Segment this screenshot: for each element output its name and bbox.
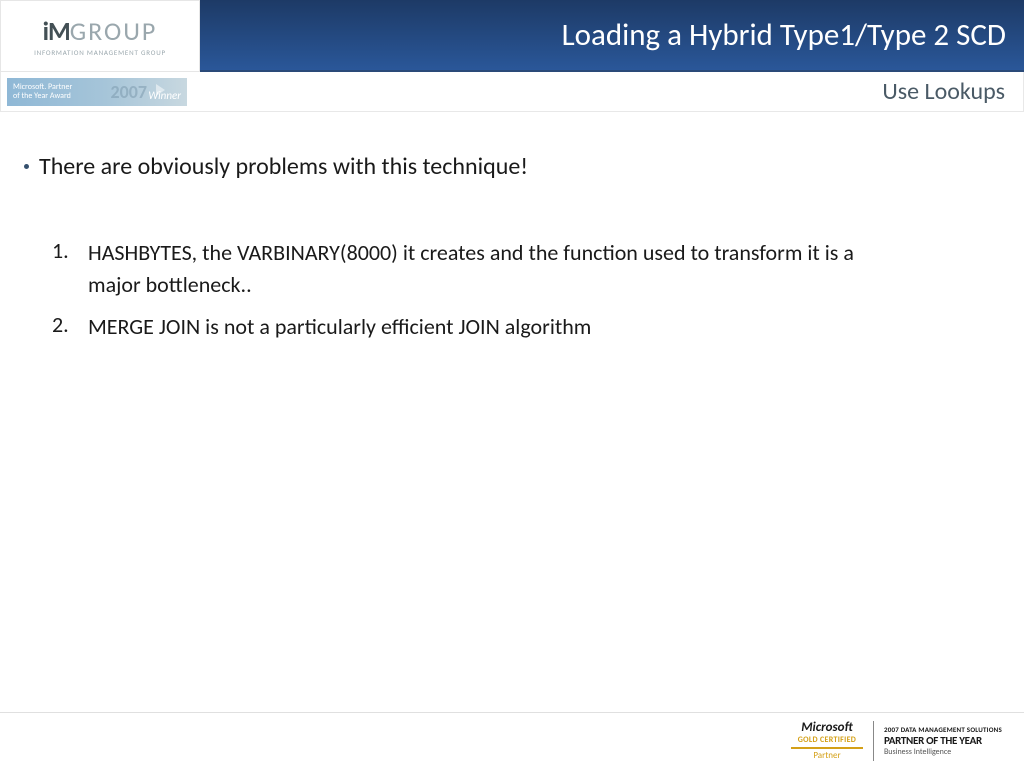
slide-subtitle: Use Lookups <box>882 77 1005 106</box>
logo-suffix: GROUP <box>70 15 158 47</box>
ms-certified-badge: Microsoft GOLD CERTIFIED Partner <box>781 716 873 765</box>
poy-title: PARTNER OF THE YEAR <box>884 734 1002 747</box>
gold-certified-label: GOLD CERTIFIED <box>798 735 856 745</box>
slide-content: There are obviously problems with this t… <box>0 112 1024 343</box>
logo-subtitle: INFORMATION MANAGEMENT GROUP <box>34 48 166 57</box>
badge-year: 2007 <box>111 81 148 103</box>
badge-winner: Winner <box>148 89 181 102</box>
microsoft-logo: Microsoft <box>801 720 853 735</box>
logo-cell: iMGROUP INFORMATION MANAGEMENT GROUP <box>0 0 200 72</box>
badge-text: Microsoft. Partner of the Year Award <box>13 83 72 101</box>
subtitle-cell: Use Lookups <box>201 72 1023 111</box>
partner-label: Partner <box>813 750 840 761</box>
poy-subtitle: Business Intelligence <box>884 747 1002 757</box>
company-logo: iMGROUP <box>43 15 158 47</box>
list-item: 2. MERGE JOIN is not a particularly effi… <box>52 311 1000 343</box>
list-text: MERGE JOIN is not a particularly efficie… <box>88 311 591 343</box>
gold-underline <box>791 747 863 749</box>
sub-header-row: Microsoft. Partner of the Year Award 200… <box>0 72 1024 112</box>
badge-line2: of the Year Award <box>13 91 71 101</box>
bullet-icon <box>24 164 29 169</box>
slide-title: Loading a Hybrid Type1/Type 2 SCD <box>562 16 1006 54</box>
logo-prefix: iM <box>43 15 70 47</box>
numbered-list: 1. HASHBYTES, the VARBINARY(8000) it cre… <box>24 237 1000 343</box>
header-row: iMGROUP INFORMATION MANAGEMENT GROUP Loa… <box>0 0 1024 72</box>
slide-footer: Microsoft GOLD CERTIFIED Partner 2007 DA… <box>0 712 1024 768</box>
list-text: HASHBYTES, the VARBINARY(8000) it create… <box>88 237 888 301</box>
list-number: 1. <box>52 237 88 301</box>
bullet-text: There are obviously problems with this t… <box>39 152 528 181</box>
bullet-item: There are obviously problems with this t… <box>24 152 1000 181</box>
badge-cell: Microsoft. Partner of the Year Award 200… <box>1 72 201 111</box>
title-cell: Loading a Hybrid Type1/Type 2 SCD <box>200 0 1024 72</box>
award-badge: Microsoft. Partner of the Year Award 200… <box>7 78 187 106</box>
poy-year-label: 2007 DATA MANAGEMENT SOLUTIONS <box>884 725 1002 734</box>
list-item: 1. HASHBYTES, the VARBINARY(8000) it cre… <box>52 237 1000 301</box>
list-number: 2. <box>52 311 88 343</box>
partner-of-year-badge: 2007 DATA MANAGEMENT SOLUTIONS PARTNER O… <box>874 721 1012 761</box>
